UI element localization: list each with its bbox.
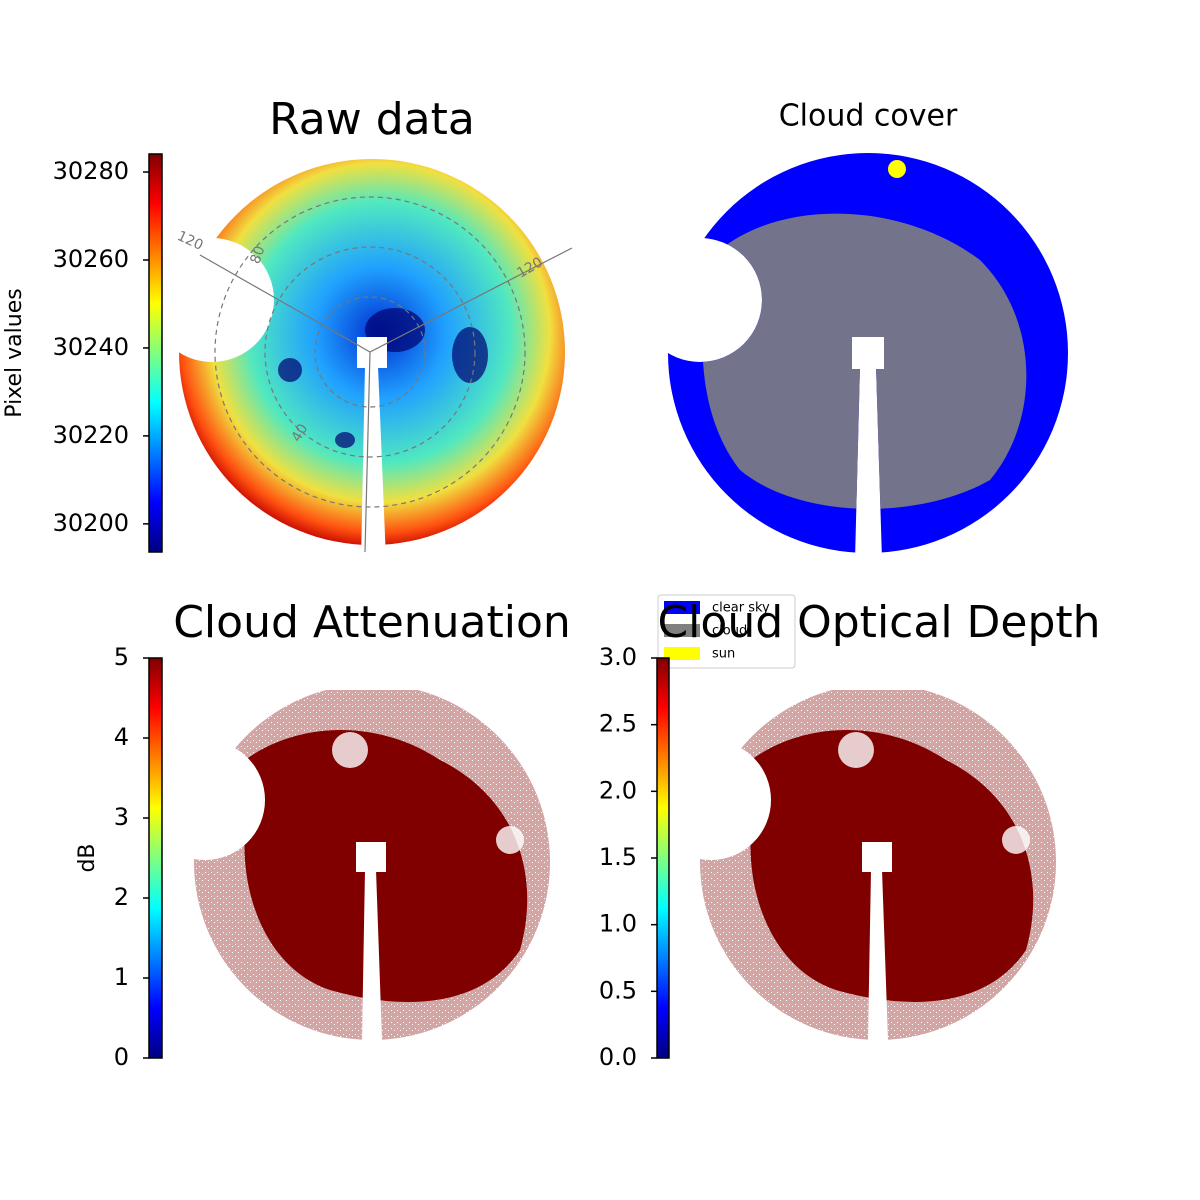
polar-label: 80	[247, 244, 268, 266]
colorbar-tick-label: 1	[114, 963, 129, 991]
colorbar-tick-label: 30280	[53, 157, 129, 185]
panel-title: Raw data	[269, 94, 475, 145]
colorbar	[656, 657, 670, 1059]
colorbar-tick-label: 3	[114, 803, 129, 831]
optical-depth-image	[686, 690, 1066, 1050]
colorbar-tick-label: 30240	[53, 333, 129, 361]
colorbar-tick-label: 0.5	[599, 976, 637, 1004]
legend-label: cloud	[712, 624, 747, 639]
legend-swatch	[664, 647, 700, 660]
colorbar-tick-label: 30220	[53, 421, 129, 449]
panel-title: Cloud Optical Depth	[657, 597, 1100, 648]
legend-label: sun	[712, 647, 735, 662]
colorbar-tick-label: 2.0	[599, 776, 637, 804]
colorbar-tick-label: 0.0	[599, 1043, 637, 1071]
colorbar-tick-label: 3.0	[599, 643, 637, 671]
attenuation-image	[180, 690, 560, 1050]
colorbar-tick-label: 1.0	[599, 910, 637, 938]
cloud-cover-image	[660, 150, 1080, 560]
legend-swatch	[664, 601, 700, 614]
colorbar-tick-label: 0	[114, 1043, 129, 1071]
legend-label: clear sky	[712, 601, 770, 616]
polar-label: 40	[289, 421, 312, 444]
colorbar	[148, 153, 163, 553]
colorbar	[148, 657, 163, 1059]
panel-title: Cloud cover	[779, 99, 958, 134]
colorbar-tick-label: 2.5	[599, 710, 637, 738]
panel-title: Cloud Attenuation	[173, 597, 571, 648]
colorbar-tick-label: 1.5	[599, 843, 637, 871]
colorbar-tick-label: 30200	[53, 509, 129, 537]
legend-swatch	[664, 624, 700, 637]
colorbar-label: Pixel values	[2, 288, 27, 417]
colorbar-label: dB	[75, 843, 100, 872]
raw-image	[175, 155, 573, 553]
colorbar-tick-label: 4	[114, 723, 129, 751]
colorbar-tick-label: 5	[114, 643, 129, 671]
colorbar-tick-label: 30260	[53, 245, 129, 273]
colorbar-tick-label: 2	[114, 883, 129, 911]
